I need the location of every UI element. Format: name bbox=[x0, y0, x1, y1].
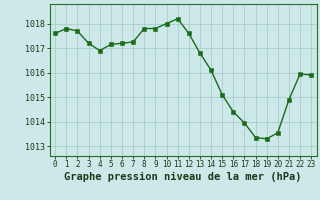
X-axis label: Graphe pression niveau de la mer (hPa): Graphe pression niveau de la mer (hPa) bbox=[64, 172, 302, 182]
